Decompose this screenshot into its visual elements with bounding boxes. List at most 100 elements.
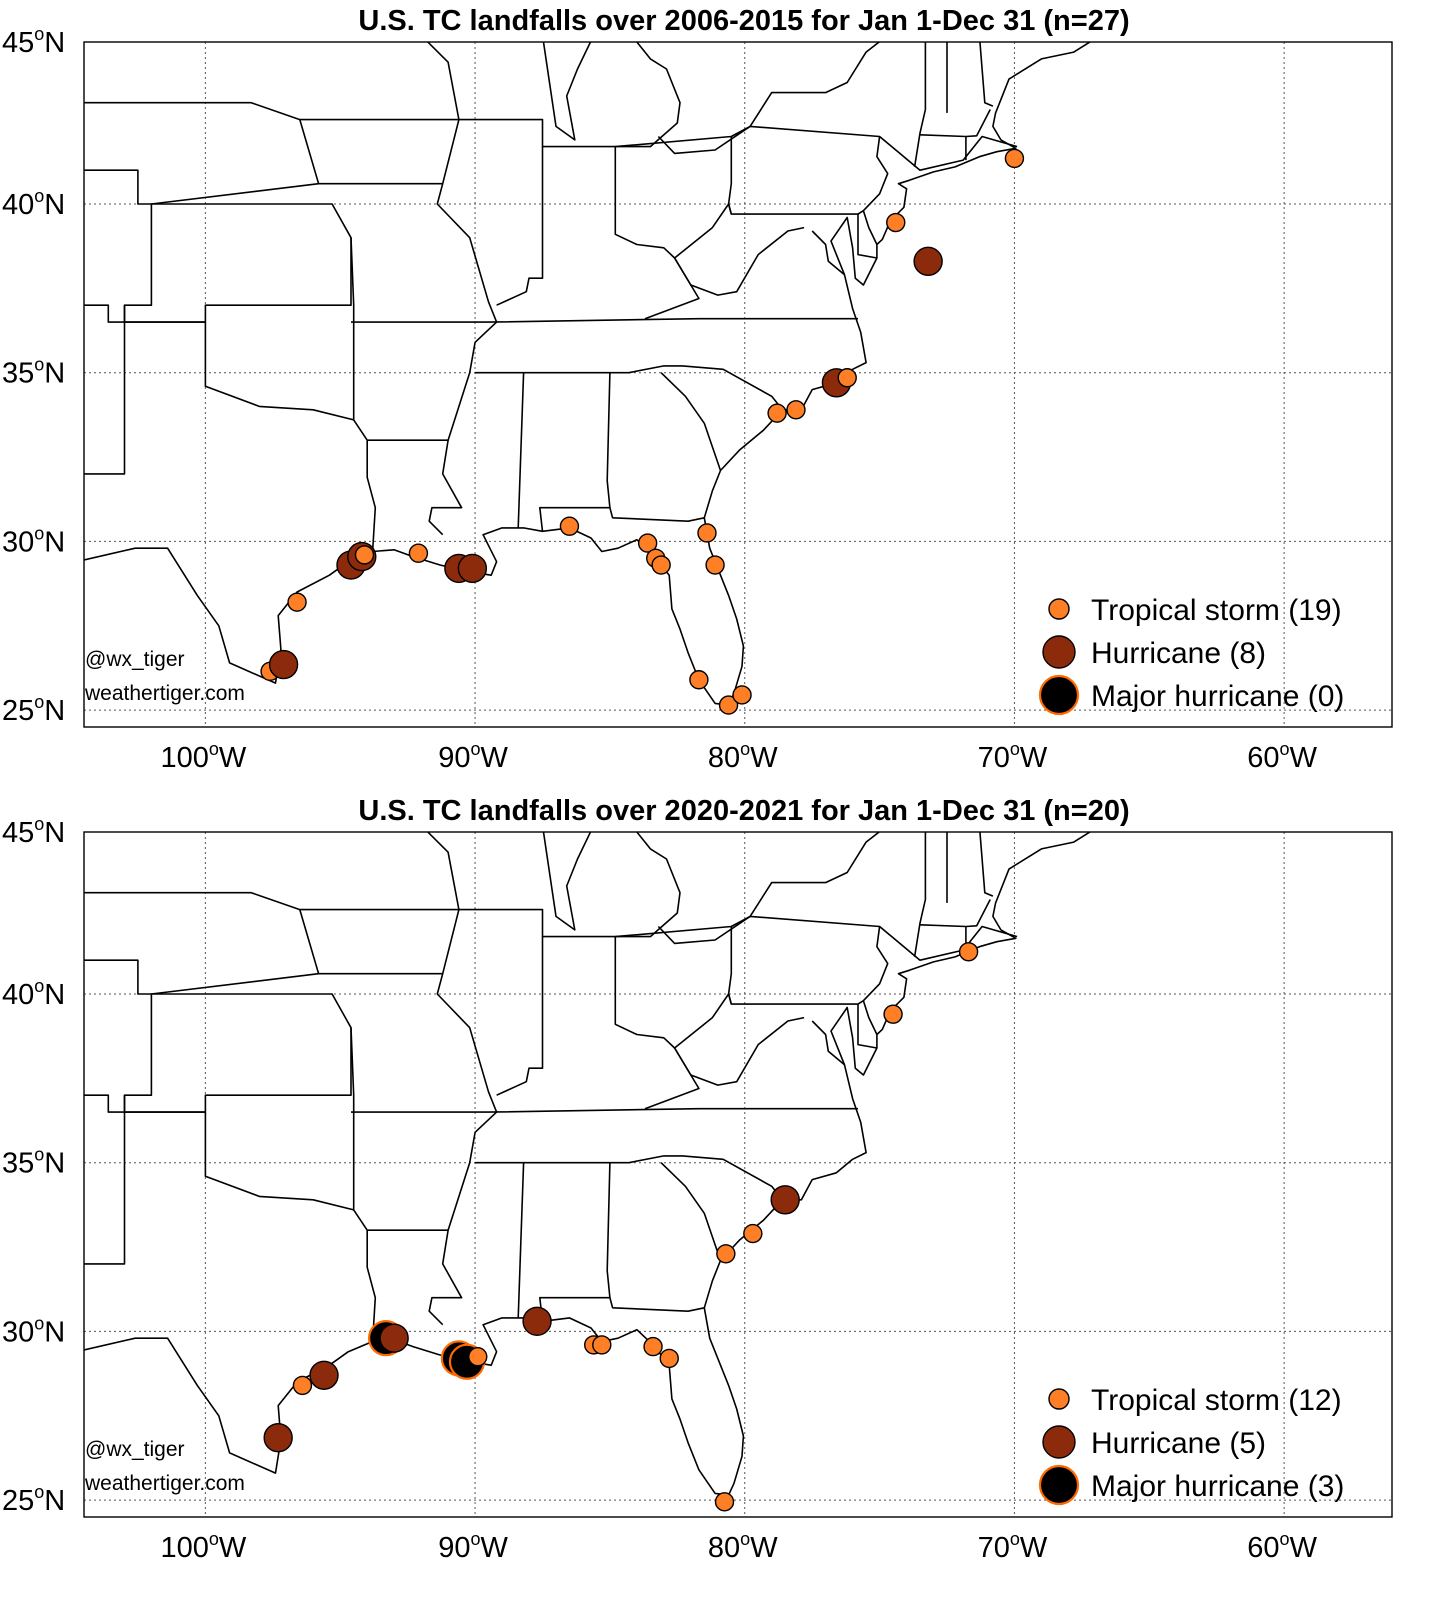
state-boundary: [426, 832, 460, 910]
landfall-tropical-storm-marker: [592, 1335, 612, 1355]
landfall-hurricane-marker: [263, 1423, 293, 1453]
state-boundary: [299, 118, 460, 185]
landfall-points: [260, 148, 1025, 715]
legend-major-hurricane-label: Major hurricane (3): [1091, 1470, 1344, 1503]
state-boundary: [660, 1162, 722, 1261]
map-panel-1: U.S. TC landfalls over 2006-2015 for Jan…: [2, 5, 1393, 774]
state-boundary: [862, 210, 878, 245]
state-boundary: [979, 832, 994, 897]
map-title: U.S. TC landfalls over 2020-2021 for Jan…: [358, 795, 1129, 827]
map-frame: [83, 831, 1393, 1518]
credit-site: weathertiger.com: [84, 1472, 245, 1495]
landfall-tropical-storm-marker: [767, 403, 787, 423]
landfall-tropical-storm-marker: [743, 1223, 763, 1244]
state-boundary: [979, 42, 994, 107]
axis-tick-label: 100oW: [160, 739, 246, 774]
axis-tick-label: 45oN: [2, 814, 65, 849]
landfall-tropical-storm-marker: [643, 1336, 663, 1357]
state-boundary: [539, 1162, 611, 1322]
state-boundary: [657, 832, 881, 945]
credit-site: weathertiger.com: [84, 682, 245, 705]
state-boundary: [299, 908, 460, 975]
landfall-tropical-storm-marker: [697, 523, 717, 543]
landfall-tropical-storm-marker: [659, 1348, 679, 1369]
state-boundary: [614, 146, 700, 320]
axis-tick-label: 45oN: [2, 24, 65, 59]
landfall-tropical-storm-marker: [559, 516, 580, 536]
landfall-hurricane-marker: [309, 1360, 339, 1390]
credit-handle: @wx_tiger: [85, 1438, 185, 1461]
basemap: [84, 832, 1092, 1496]
landfall-tropical-storm-marker: [732, 685, 752, 705]
state-boundary: [539, 372, 611, 532]
axis-tick-label: 90oW: [438, 739, 508, 774]
state-boundary: [657, 42, 881, 155]
state-boundary: [615, 832, 681, 938]
state-boundary: [84, 169, 352, 323]
axis-tick-label: 40oN: [2, 186, 65, 221]
state-boundary: [727, 926, 889, 1005]
state-boundary: [428, 183, 498, 536]
landfall-tropical-storm-marker: [292, 1375, 313, 1396]
legend: Tropical storm (19) Hurricane (8) Major hu…: [1038, 594, 1344, 716]
state-boundary: [84, 959, 352, 1113]
state-boundary: [84, 101, 320, 475]
landfall-tropical-storm-marker: [287, 592, 307, 612]
state-boundary: [353, 419, 449, 552]
basemap: [84, 42, 1092, 706]
state-boundary: [919, 109, 991, 138]
state-boundary: [353, 1209, 449, 1342]
state-boundary: [475, 1155, 784, 1201]
state-boundary: [496, 146, 544, 306]
axis-tick-label: 60oW: [1247, 739, 1317, 774]
state-boundary: [84, 237, 355, 421]
state-boundary: [428, 973, 498, 1326]
axis-tick-label: 90oW: [438, 1529, 508, 1564]
legend-tropical-storm-label: Tropical storm (19): [1091, 594, 1342, 627]
state-boundary: [857, 1004, 878, 1049]
legend-major-hurricane-swatch: [1038, 1464, 1080, 1506]
axis-tick-label: 100oW: [160, 1529, 246, 1564]
landfall-tropical-storm-marker: [637, 533, 658, 553]
state-boundary: [727, 136, 889, 215]
axis-tick-label: 80oW: [708, 1529, 778, 1564]
legend-tropical-storm-label: Tropical storm (12): [1091, 1384, 1342, 1417]
landfall-hurricane-marker: [913, 246, 943, 277]
state-boundary: [475, 365, 784, 411]
legend-major-hurricane-label: Major hurricane (0): [1091, 680, 1344, 713]
coastline: [84, 832, 1092, 1496]
axis-tick-label: 30oN: [2, 1313, 65, 1348]
state-boundary: [426, 42, 460, 120]
graticule: [84, 832, 1392, 1517]
state-boundary: [660, 372, 722, 471]
landfall-tropical-storm-marker: [883, 1004, 903, 1024]
state-boundary: [351, 1107, 858, 1113]
legend-tropical-storm-swatch: [1048, 1388, 1070, 1410]
axis-tick-label: 80oW: [708, 739, 778, 774]
state-boundary: [351, 317, 858, 323]
landfall-tropical-storm-marker: [1004, 148, 1025, 169]
credit-handle: @wx_tiger: [85, 648, 185, 671]
state-boundary: [542, 832, 592, 931]
landfall-tropical-storm-marker: [468, 1347, 488, 1367]
legend-major-hurricane-swatch: [1038, 674, 1080, 716]
landfall-tropical-storm-marker: [718, 695, 739, 715]
state-boundary: [615, 42, 681, 148]
state-boundary: [496, 936, 544, 1096]
axis-tick-label: 70oW: [978, 739, 1048, 774]
coastline: [84, 42, 1092, 706]
state-boundary: [517, 372, 525, 528]
landfall-tropical-storm-marker: [651, 555, 671, 575]
graticule: [84, 42, 1392, 727]
legend-hurricane-swatch: [1042, 1425, 1076, 1459]
state-boundary: [913, 832, 927, 958]
state-boundary: [609, 507, 705, 522]
landfall-tropical-storm-marker: [886, 212, 906, 233]
axis-tick-label: 35oN: [2, 1145, 65, 1180]
landfall-tropical-storm-marker: [837, 368, 857, 388]
landfall-hurricane-marker: [770, 1185, 800, 1215]
state-boundary: [857, 214, 878, 259]
state-boundary: [673, 203, 805, 296]
